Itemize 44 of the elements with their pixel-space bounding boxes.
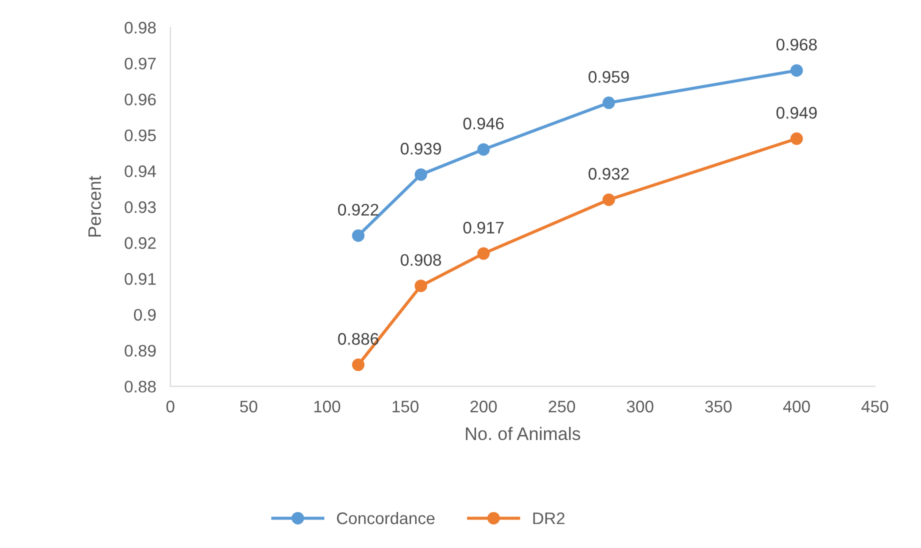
data-label: 0.959 — [588, 71, 629, 83]
x-tick-label: 300 — [626, 400, 654, 412]
data-label: 0.917 — [463, 222, 504, 234]
point — [352, 358, 365, 372]
x-tick-label: 450 — [861, 400, 888, 412]
data-label: 0.946 — [463, 118, 504, 130]
y-tick-label: 0.92 — [124, 237, 156, 249]
x-tick-label: 100 — [314, 400, 340, 412]
data-label: 0.968 — [776, 38, 817, 51]
x-tick-label: 350 — [705, 400, 732, 412]
y-tick-label: 0.94 — [124, 165, 156, 178]
legend-label: DR2 — [533, 512, 564, 524]
point — [477, 143, 490, 156]
x-tick-label: 250 — [548, 400, 576, 412]
data-label: 0.922 — [338, 204, 378, 216]
x-tick-label: 0 — [166, 400, 174, 412]
data-label: 0.939 — [400, 142, 441, 155]
data-label: 0.932 — [588, 168, 629, 180]
legend-label: Concordance — [337, 512, 435, 524]
point — [602, 96, 616, 110]
point — [352, 229, 365, 242]
point — [790, 64, 803, 77]
point — [414, 280, 428, 292]
y-tick-label: 0.96 — [124, 94, 156, 106]
x-tick-label: 150 — [392, 400, 418, 412]
point — [477, 247, 490, 260]
y-tick-label: 0.95 — [124, 129, 156, 142]
y-axis-title: Percent — [88, 176, 102, 236]
y-tick-label: 0.97 — [124, 58, 156, 70]
point — [414, 168, 428, 181]
y-tick-label: 0.98 — [124, 22, 156, 34]
x-tick-label: 400 — [783, 400, 810, 412]
y-tick-label: 0.88 — [124, 380, 156, 393]
x-tick-label: 200 — [470, 400, 497, 412]
data-label: 0.908 — [400, 254, 442, 266]
point — [790, 132, 803, 145]
y-tick-label: 0.93 — [124, 201, 156, 214]
x-tick-label: 50 — [240, 400, 258, 412]
point — [602, 193, 616, 206]
x-axis-title: No. of Animals — [466, 426, 580, 440]
data-label: 0.949 — [776, 106, 817, 119]
y-tick-label: 0.91 — [124, 273, 156, 285]
y-tick-label: 0.9 — [134, 308, 156, 321]
y-tick-label: 0.89 — [124, 344, 156, 357]
